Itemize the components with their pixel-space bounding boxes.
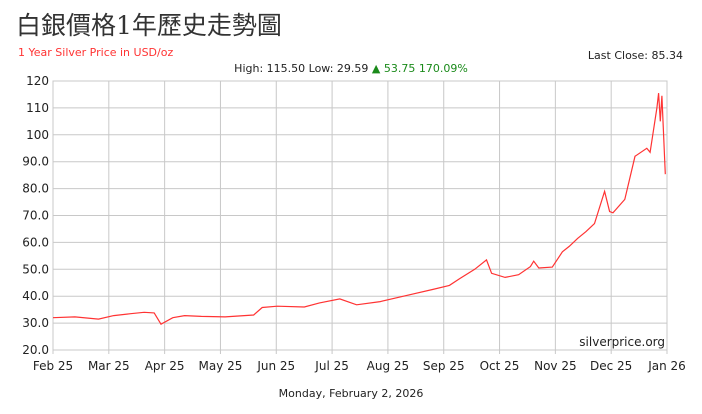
- x-tick-label: Mar 25: [88, 359, 130, 373]
- x-tick-label: Dec 25: [590, 359, 632, 373]
- y-tick-label: 30.0: [22, 316, 49, 330]
- y-tick-label: 40.0: [22, 289, 49, 303]
- x-tick-label: Feb 25: [33, 359, 73, 373]
- chart-subtitle: 1 Year Silver Price in USD/oz: [18, 46, 174, 59]
- y-tick-label: 20.0: [22, 343, 49, 357]
- page-title: 白銀價格1年歷史走勢圖: [16, 11, 282, 40]
- y-tick-label: 70.0: [22, 209, 49, 223]
- x-tick-label: Jan 26: [647, 359, 686, 373]
- x-tick-label: Apr 25: [145, 359, 185, 373]
- x-tick-label: Sep 25: [423, 359, 465, 373]
- high-low: High: 115.50 Low: 29.59: [234, 62, 369, 75]
- y-tick-label: 110: [26, 101, 49, 115]
- y-tick-label: 90.0: [22, 155, 49, 169]
- y-tick-label: 100: [26, 128, 49, 142]
- last-close: Last Close: 85.34: [587, 49, 683, 62]
- x-tick-label: Nov 25: [534, 359, 577, 373]
- y-tick-label: 120: [26, 74, 49, 88]
- chart-date: Monday, February 2, 2026: [278, 387, 424, 400]
- y-tick-label: 80.0: [22, 182, 49, 196]
- y-tick-label: 50.0: [22, 262, 49, 276]
- plot-frame: [52, 80, 668, 351]
- x-tick-label: Jul 25: [314, 359, 349, 373]
- price-stats: High: 115.50 Low: 29.59 ▲ 53.75 170.09%: [0, 62, 702, 75]
- x-tick-label: Aug 25: [367, 359, 410, 373]
- x-tick-label: May 25: [199, 359, 243, 373]
- y-tick-label: 60.0: [22, 235, 49, 249]
- price-change: 53.75 170.09%: [383, 62, 468, 75]
- up-arrow-icon: ▲: [371, 62, 381, 75]
- x-tick-label: Jun 25: [256, 359, 295, 373]
- price-line: [52, 93, 666, 326]
- watermark: silverprice.org: [579, 335, 665, 349]
- x-tick-label: Oct 25: [480, 359, 520, 373]
